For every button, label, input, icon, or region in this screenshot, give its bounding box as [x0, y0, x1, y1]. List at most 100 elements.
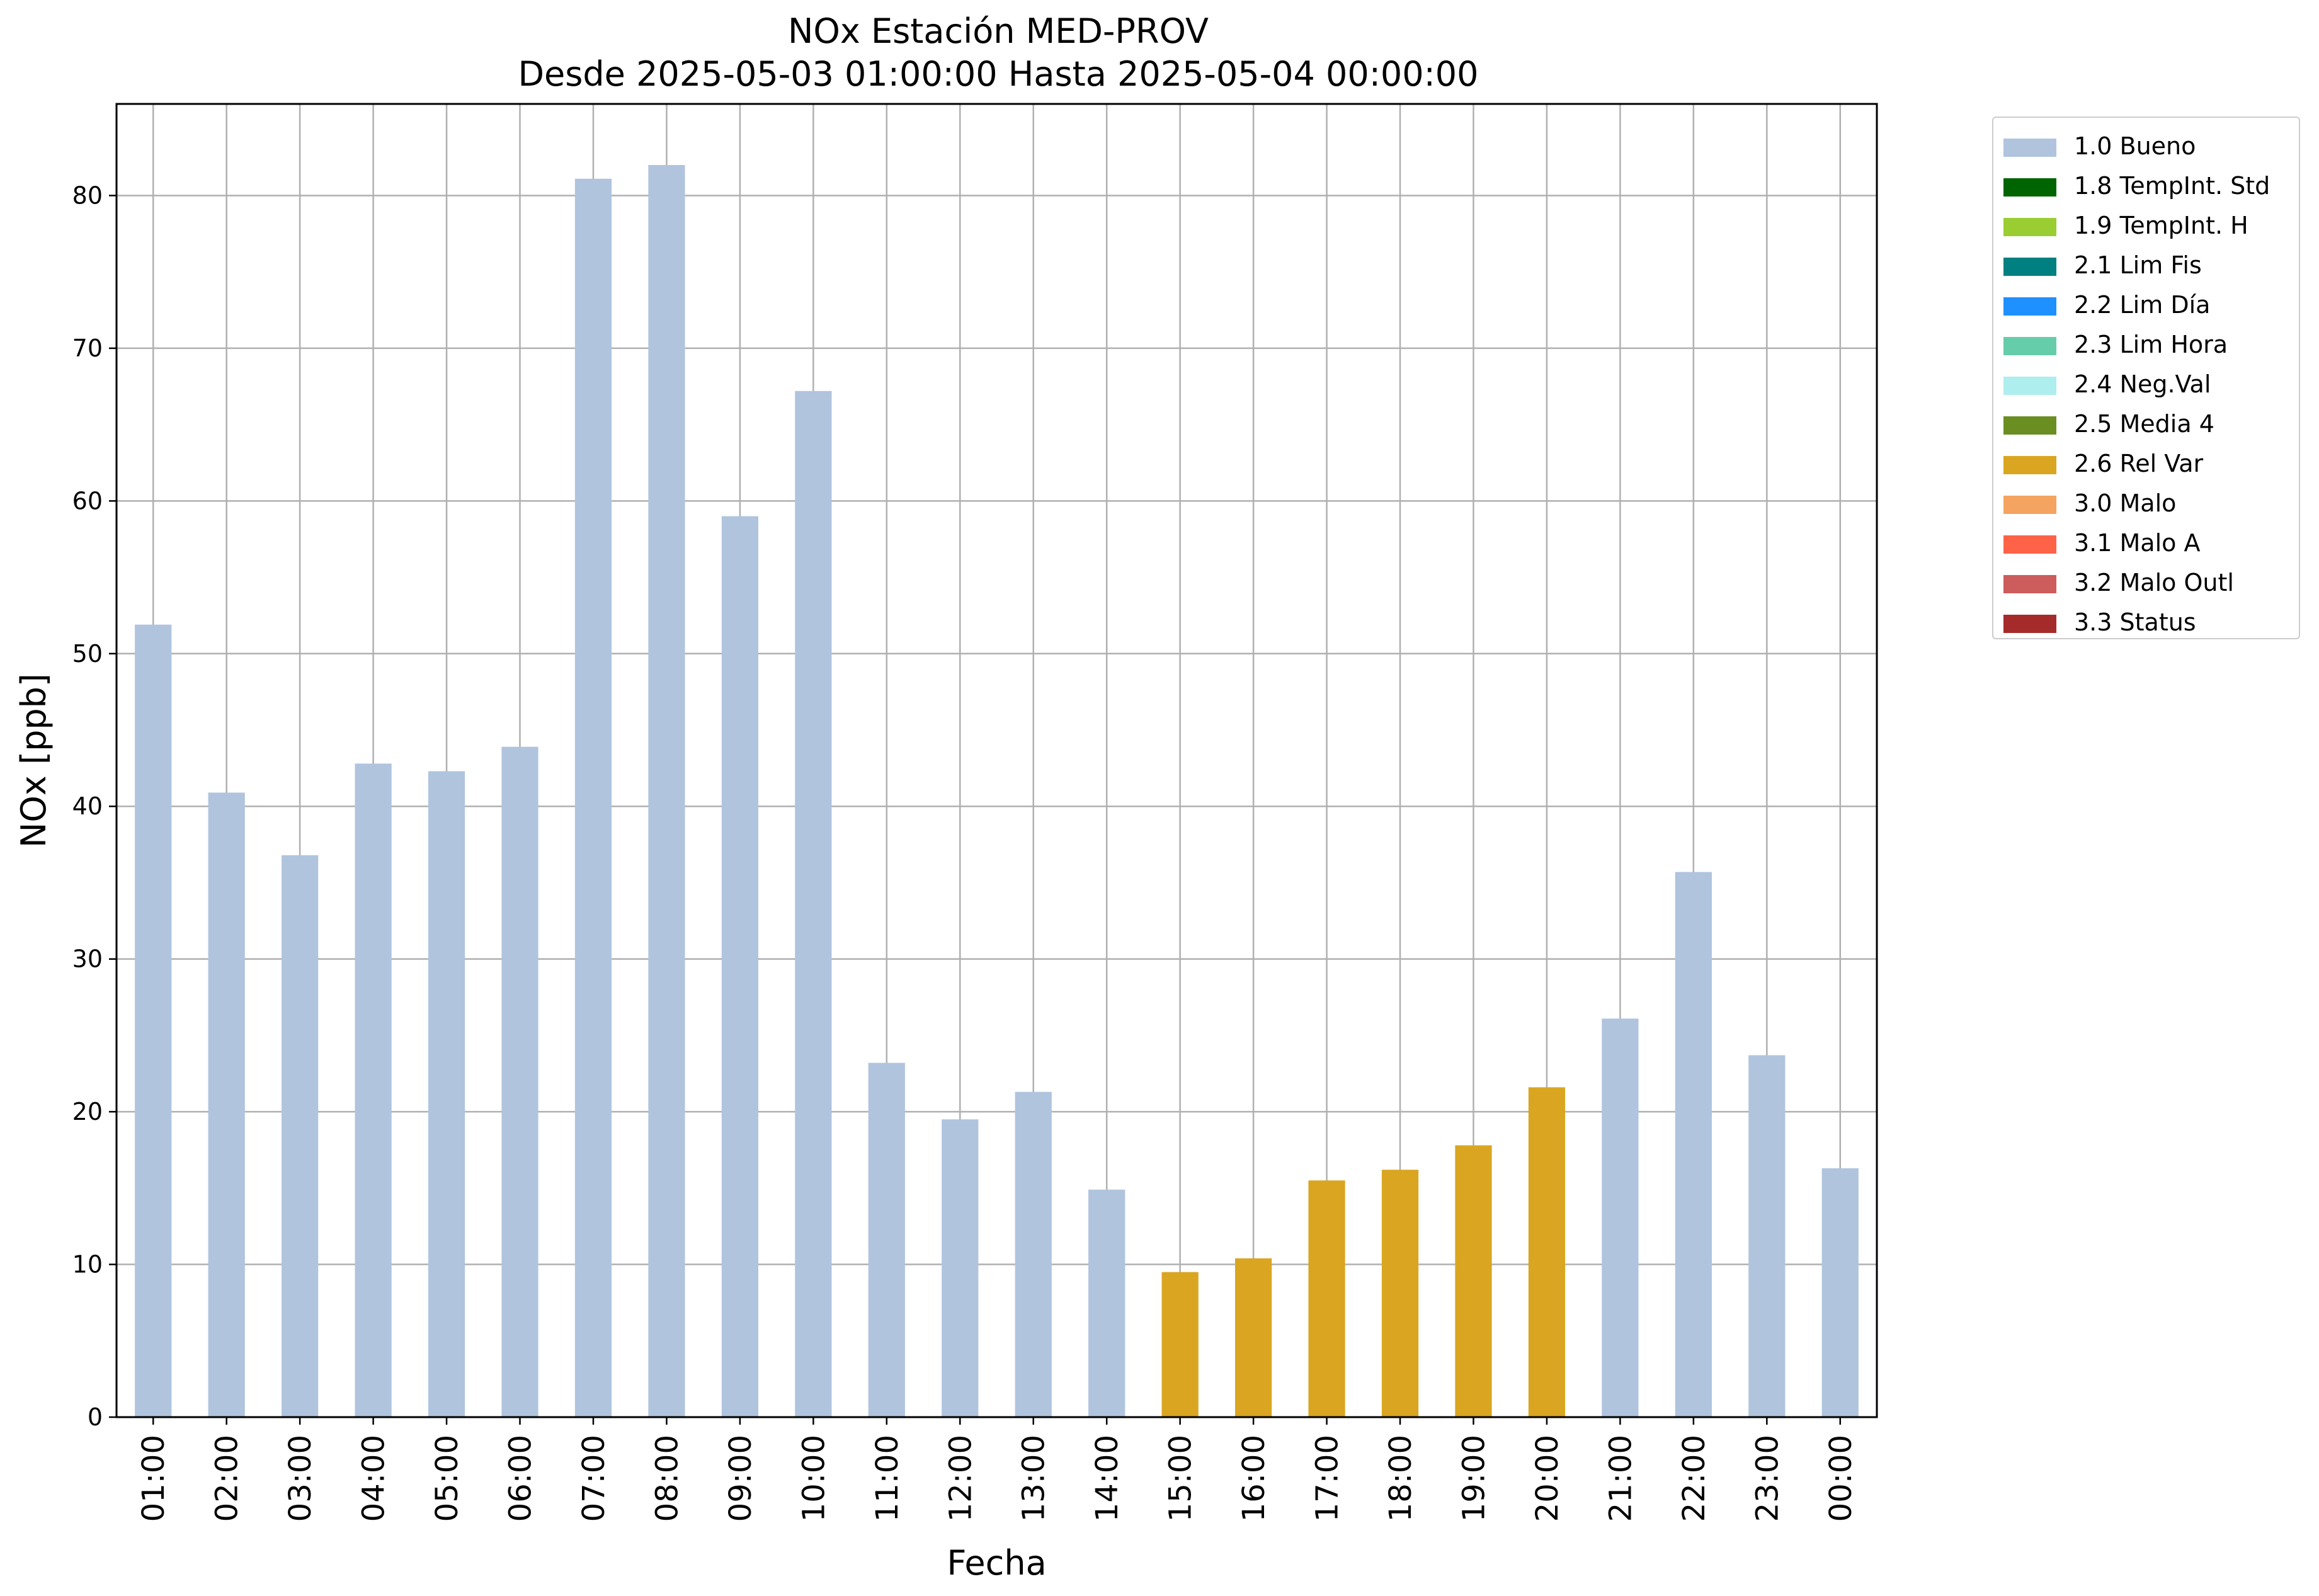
bar — [135, 624, 172, 1417]
bar — [1234, 1258, 1272, 1417]
legend-swatch — [2003, 337, 2056, 355]
x-tick-label: 18:00 — [1383, 1435, 1418, 1522]
y-tick-label: 70 — [72, 334, 103, 362]
y-tick-label: 20 — [72, 1098, 103, 1126]
bar — [721, 516, 759, 1417]
x-tick-label: 13:00 — [1017, 1435, 1052, 1522]
x-tick-label: 12:00 — [943, 1435, 978, 1522]
bar — [942, 1119, 979, 1417]
plot-frame — [115, 103, 1878, 1418]
y-tick-label: 50 — [72, 640, 103, 668]
legend-item: 3.2 Malo Outl — [1993, 564, 2299, 603]
legend-swatch — [2003, 535, 2056, 554]
y-tick-label: 10 — [72, 1251, 103, 1279]
bar — [1602, 1018, 1639, 1417]
bar — [648, 164, 685, 1417]
x-tick-label: 21:00 — [1603, 1435, 1638, 1522]
legend-swatch — [2003, 297, 2056, 316]
legend-label: 2.6 Rel Var — [2074, 450, 2204, 477]
y-tick-label: 60 — [72, 487, 103, 515]
bar — [1675, 872, 1712, 1417]
legend-item: 2.2 Lim Día — [1993, 286, 2299, 326]
bar — [1088, 1189, 1125, 1417]
bars — [135, 164, 1859, 1417]
legend-swatch — [2003, 496, 2056, 514]
bar — [1821, 1168, 1859, 1417]
bar — [1015, 1092, 1052, 1417]
x-tick-label: 05:00 — [430, 1435, 465, 1522]
x-tick-label: 03:00 — [283, 1435, 318, 1522]
legend-item: 2.6 Rel Var — [1993, 445, 2299, 484]
x-tick-label: 23:00 — [1750, 1435, 1785, 1522]
x-tick-label: 22:00 — [1677, 1435, 1712, 1522]
legend-swatch — [2003, 258, 2056, 276]
legend-item: 1.0 Bueno — [1993, 127, 2299, 167]
bar — [1455, 1145, 1492, 1417]
bar — [355, 763, 392, 1417]
legend-label: 2.2 Lim Día — [2074, 291, 2211, 319]
legend-swatch — [2003, 178, 2056, 197]
y-tick-label: 0 — [88, 1403, 103, 1431]
legend-swatch — [2003, 218, 2056, 236]
legend-swatch — [2003, 139, 2056, 157]
legend-item: 1.9 TempInt. H — [1993, 207, 2299, 246]
legend-item: 2.4 Neg.Val — [1993, 365, 2299, 405]
bar — [1161, 1272, 1199, 1417]
legend-label: 2.1 Lim Fis — [2074, 251, 2202, 279]
legend-label: 1.9 TempInt. H — [2074, 212, 2248, 239]
x-tick-label: 01:00 — [136, 1435, 171, 1522]
legend-label: 2.4 Neg.Val — [2074, 370, 2211, 398]
bar — [501, 746, 538, 1417]
x-tick-label: 19:00 — [1456, 1435, 1491, 1522]
bar — [574, 178, 612, 1417]
x-tick-label: 00:00 — [1823, 1435, 1859, 1522]
x-tick-label: 08:00 — [649, 1435, 685, 1522]
bar — [208, 792, 245, 1417]
legend-label: 2.5 Media 4 — [2074, 410, 2214, 438]
legend-item: 2.1 Lim Fis — [1993, 246, 2299, 286]
legend-item: 2.3 Lim Hora — [1993, 326, 2299, 365]
legend-swatch — [2003, 615, 2056, 633]
legend-item: 3.3 Status — [1993, 603, 2299, 643]
bar — [1528, 1087, 1566, 1417]
x-tick-label: 04:00 — [356, 1435, 392, 1522]
y-axis-label: NOx [ppb] — [14, 673, 54, 848]
legend-label: 3.2 Malo Outl — [2074, 569, 2234, 596]
legend-label: 3.0 Malo — [2074, 489, 2177, 517]
x-tick-label: 02:00 — [210, 1435, 245, 1522]
bar — [1308, 1180, 1345, 1417]
x-tick-label: 20:00 — [1530, 1435, 1565, 1522]
x-tick-label: 15:00 — [1163, 1435, 1199, 1522]
y-tick-label: 30 — [72, 945, 103, 973]
chart-subtitle: Desde 2025-05-03 01:00:00 Hasta 2025-05-… — [518, 54, 1479, 94]
legend-label: 3.1 Malo A — [2074, 529, 2201, 557]
bar — [795, 390, 832, 1417]
x-tick-label: 07:00 — [576, 1435, 612, 1522]
bar — [868, 1063, 905, 1417]
x-tick-label: 11:00 — [870, 1435, 905, 1522]
legend-item: 2.5 Media 4 — [1993, 405, 2299, 445]
x-tick-label: 17:00 — [1310, 1435, 1345, 1522]
legend-label: 1.8 TempInt. Std — [2074, 172, 2271, 200]
legend-item: 3.0 Malo — [1993, 484, 2299, 524]
legend-item: 1.8 TempInt. Std — [1993, 167, 2299, 207]
x-tick-label: 14:00 — [1090, 1435, 1125, 1522]
x-tick-label: 09:00 — [723, 1435, 758, 1522]
bar — [282, 855, 319, 1417]
legend: 1.0 Bueno 1.8 TempInt. Std 1.9 TempInt. H 2… — [1992, 117, 2300, 639]
legend-swatch — [2003, 575, 2056, 593]
y-tick-label: 40 — [72, 792, 103, 820]
legend-label: 2.3 Lim Hora — [2074, 331, 2228, 358]
bar — [1748, 1055, 1786, 1417]
x-tick-label: 16:00 — [1236, 1435, 1272, 1522]
bar — [428, 771, 465, 1417]
legend-swatch — [2003, 377, 2056, 395]
chart-title: NOx Estación MED-PROV — [787, 11, 1209, 51]
legend-label: 1.0 Bueno — [2074, 132, 2196, 160]
legend-swatch — [2003, 416, 2056, 435]
ticks: 0 10 20 30 40 50 60 70 80 01:00 02:00 03:00 04:00 05:… — [72, 181, 1859, 1522]
legend-item: 3.1 Malo A — [1993, 524, 2299, 564]
y-tick-label: 80 — [72, 181, 103, 209]
bar — [1381, 1170, 1419, 1417]
